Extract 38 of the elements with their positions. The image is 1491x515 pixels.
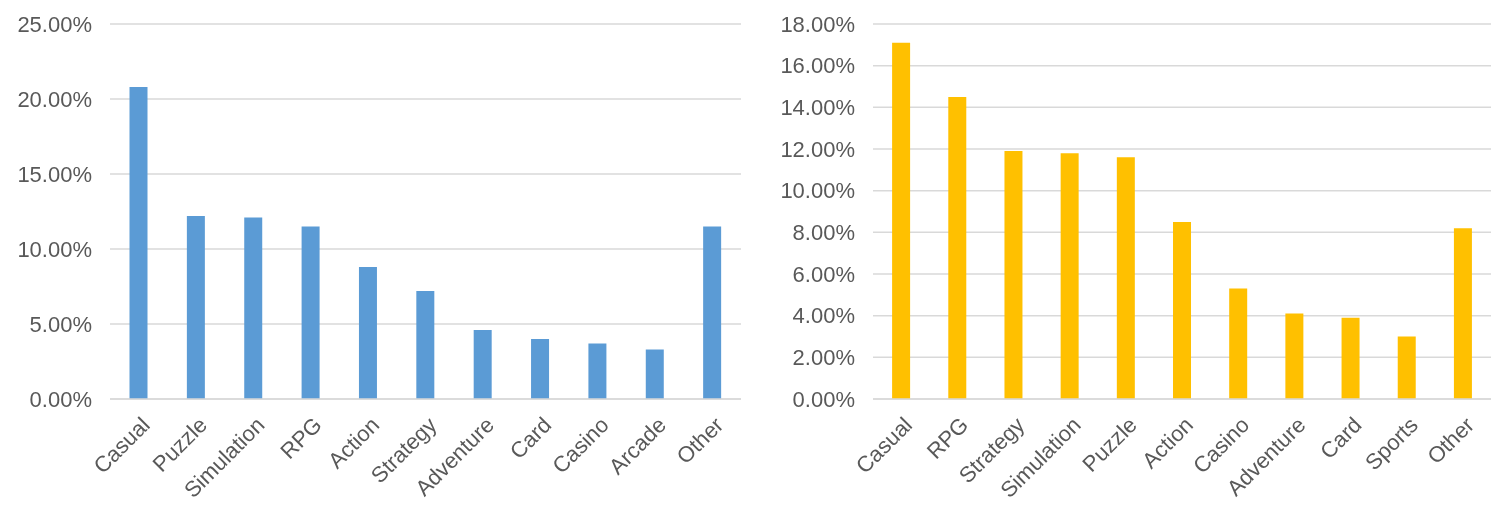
bar	[186, 216, 205, 399]
y-tick-label: 14.00%	[780, 95, 855, 121]
bar	[588, 343, 607, 399]
bar	[703, 226, 722, 399]
bar	[301, 226, 320, 399]
y-tick-label: 0.00%	[792, 386, 855, 412]
y-tick-label: 4.00%	[792, 303, 855, 329]
bar	[1004, 151, 1023, 399]
y-tick-label: 10.00%	[17, 236, 92, 262]
bar	[129, 87, 148, 399]
y-tick-label: 25.00%	[17, 11, 92, 37]
bar	[645, 349, 664, 399]
y-tick-label: 12.00%	[780, 136, 855, 162]
bar	[1285, 313, 1304, 399]
y-tick-label: 6.00%	[792, 261, 855, 287]
y-tick-label: 5.00%	[29, 311, 92, 337]
bar	[1341, 317, 1360, 399]
bar	[416, 291, 435, 399]
bar	[244, 217, 263, 399]
y-tick-label: 18.00%	[780, 11, 855, 37]
bar	[531, 339, 550, 399]
bar	[1229, 288, 1248, 399]
bar	[1453, 228, 1472, 399]
bar	[473, 330, 492, 399]
y-tick-label: 8.00%	[792, 220, 855, 246]
bar	[1397, 336, 1416, 399]
y-tick-label: 15.00%	[17, 161, 92, 187]
y-tick-label: 16.00%	[780, 53, 855, 79]
bar	[358, 267, 377, 399]
bar	[1060, 153, 1079, 399]
y-tick-label: 2.00%	[792, 345, 855, 371]
bar	[1173, 221, 1192, 399]
bar	[1116, 157, 1135, 399]
y-tick-label: 0.00%	[29, 386, 92, 412]
bar	[892, 42, 911, 399]
y-tick-label: 20.00%	[17, 86, 92, 112]
bar	[948, 96, 967, 399]
y-tick-label: 10.00%	[780, 178, 855, 204]
